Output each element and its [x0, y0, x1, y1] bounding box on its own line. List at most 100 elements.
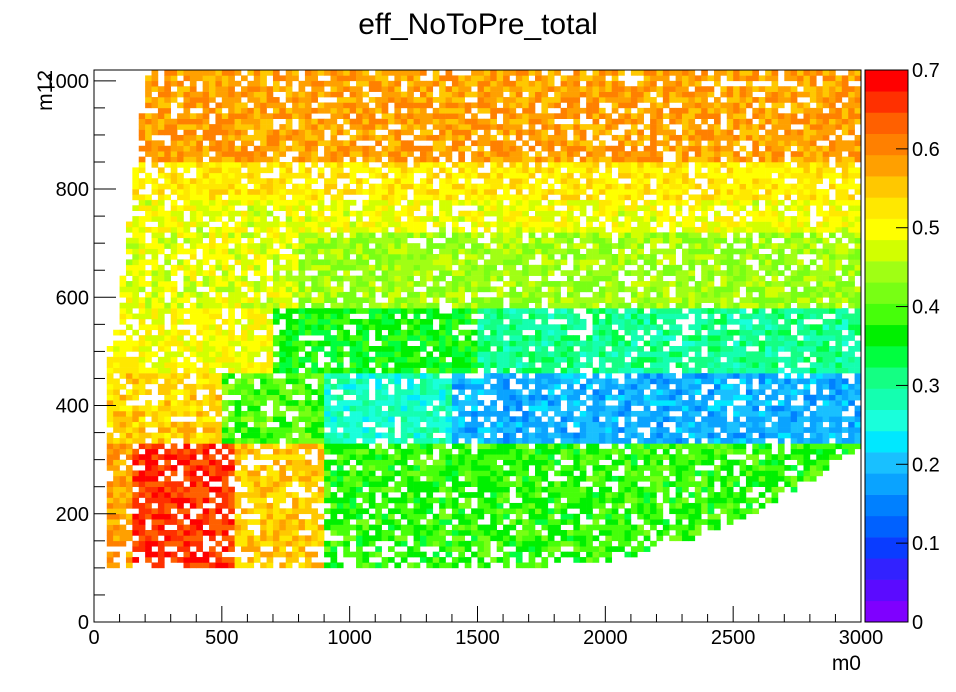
- heatmap-cell: [375, 530, 382, 536]
- heatmap-cell: [279, 102, 287, 109]
- heatmap-cell: [477, 189, 485, 195]
- heatmap-cell: [279, 535, 287, 542]
- heatmap-cell: [106, 497, 114, 504]
- heatmap-cell: [343, 416, 350, 423]
- heatmap-cell: [522, 129, 529, 136]
- heatmap-cell: [388, 546, 395, 552]
- heatmap-cell: [247, 308, 255, 314]
- heatmap-cell: [113, 535, 120, 542]
- heatmap-cell: [272, 481, 280, 487]
- heatmap-cell: [177, 313, 184, 320]
- heatmap-cell: [356, 243, 363, 249]
- heatmap-cell: [138, 530, 146, 536]
- heatmap-cell: [228, 519, 235, 525]
- heatmap-cell: [272, 340, 280, 347]
- heatmap-cell: [483, 438, 491, 444]
- heatmap-cell: [330, 151, 338, 157]
- heatmap-cell: [394, 443, 402, 450]
- heatmap-cell: [483, 259, 491, 266]
- heatmap-cell: [458, 540, 466, 547]
- heatmap-cell: [241, 302, 248, 309]
- heatmap-cell: [400, 151, 408, 157]
- heatmap-cell: [375, 216, 382, 222]
- heatmap-cell: [247, 378, 255, 385]
- heatmap-cell: [215, 427, 223, 433]
- heatmap-cell: [490, 373, 497, 379]
- heatmap-cell: [247, 302, 255, 309]
- heatmap-cell: [503, 535, 510, 542]
- heatmap-cell: [157, 562, 165, 569]
- heatmap-cell: [304, 80, 312, 87]
- heatmap-cell: [221, 492, 229, 498]
- heatmap-cell: [241, 373, 248, 379]
- heatmap-cell: [407, 129, 414, 136]
- heatmap-cell: [509, 340, 517, 347]
- heatmap-cell: [439, 113, 446, 119]
- heatmap-cell: [215, 167, 223, 174]
- heatmap-cell: [490, 221, 497, 228]
- heatmap-cell: [439, 216, 446, 222]
- heatmap-cell: [426, 351, 434, 358]
- heatmap-cell: [490, 124, 497, 130]
- heatmap-cell: [311, 519, 319, 525]
- heatmap-cell: [151, 378, 159, 385]
- heatmap-cell: [317, 530, 325, 536]
- heatmap-cell: [330, 492, 338, 498]
- heatmap-cell: [535, 205, 542, 211]
- heatmap-cell: [157, 275, 165, 282]
- heatmap-cell: [196, 151, 203, 157]
- heatmap-cell: [228, 232, 235, 239]
- heatmap-cell: [375, 308, 382, 314]
- heatmap-cell: [419, 513, 427, 520]
- heatmap-cell: [419, 91, 427, 98]
- heatmap-cell: [145, 329, 152, 336]
- heatmap-cell: [241, 421, 248, 428]
- heatmap-cell: [458, 443, 466, 450]
- heatmap-cell: [266, 378, 274, 385]
- heatmap-cell: [445, 530, 453, 536]
- heatmap-cell: [241, 356, 248, 363]
- heatmap-cell: [445, 318, 453, 325]
- heatmap-cell: [311, 221, 319, 228]
- heatmap-cell: [189, 432, 197, 439]
- heatmap-cell: [138, 313, 146, 320]
- heatmap-cell: [202, 205, 210, 211]
- heatmap-cell: [336, 286, 344, 293]
- heatmap-cell: [247, 178, 255, 184]
- heatmap-cell: [311, 286, 319, 293]
- heatmap-cell: [464, 91, 472, 98]
- heatmap-cell: [196, 562, 203, 569]
- heatmap-cell: [279, 329, 287, 336]
- heatmap-cell: [125, 308, 133, 314]
- heatmap-cell: [119, 497, 127, 504]
- heatmap-cell: [368, 275, 376, 282]
- heatmap-cell: [215, 524, 223, 531]
- heatmap-cell: [183, 557, 191, 563]
- heatmap-cell: [189, 346, 197, 352]
- heatmap-cell: [439, 421, 446, 428]
- heatmap-cell: [349, 400, 357, 406]
- heatmap-cell: [432, 134, 440, 141]
- heatmap-cell: [196, 226, 203, 233]
- heatmap-cell: [432, 362, 440, 368]
- heatmap-cell: [304, 329, 312, 336]
- heatmap-cell: [509, 270, 517, 276]
- heatmap-cell: [407, 475, 414, 482]
- heatmap-cell: [234, 281, 242, 287]
- heatmap-cell: [260, 410, 267, 417]
- heatmap-cell: [145, 546, 152, 552]
- heatmap-cell: [445, 91, 453, 98]
- heatmap-cell: [388, 270, 395, 276]
- heatmap-cell: [496, 502, 504, 509]
- heatmap-cell: [221, 134, 229, 141]
- heatmap-cell: [292, 329, 299, 336]
- heatmap-cell: [483, 102, 491, 109]
- heatmap-cell: [419, 378, 427, 385]
- heatmap-cell: [202, 97, 210, 103]
- heatmap-cell: [170, 124, 178, 130]
- heatmap-cell: [362, 497, 370, 504]
- heatmap-cell: [157, 281, 165, 287]
- heatmap-cell: [292, 205, 299, 211]
- heatmap-cell: [202, 124, 210, 130]
- heatmap-cell: [145, 351, 152, 358]
